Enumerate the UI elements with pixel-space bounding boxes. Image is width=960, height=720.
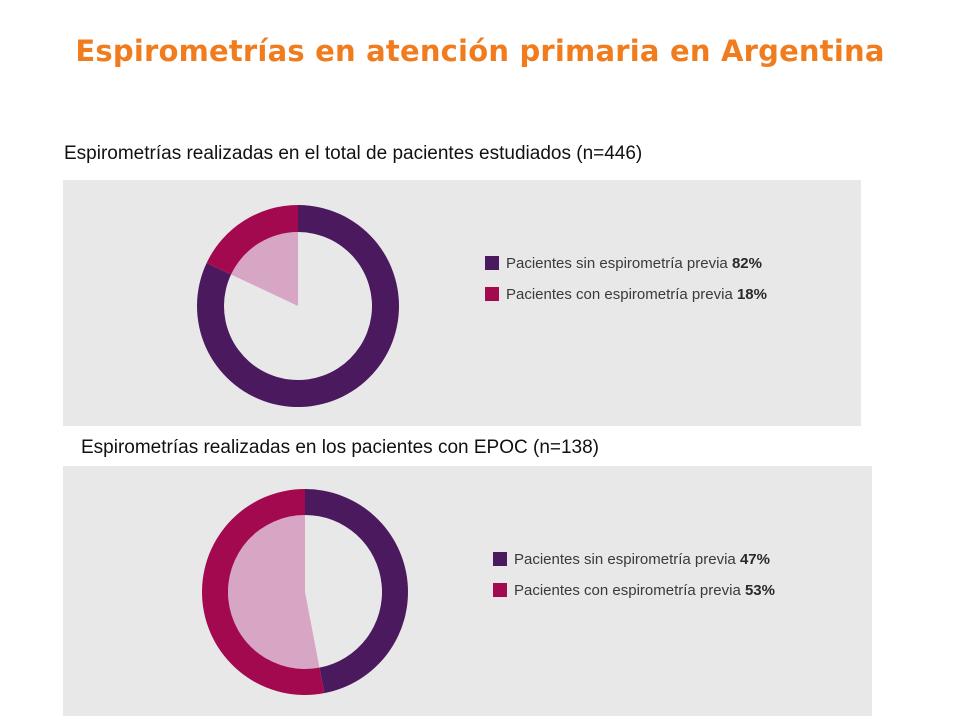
- chart-2-slice-con-inner: [228, 515, 320, 669]
- chart-1-panel: Pacientes sin espirometría previa 82% Pac…: [63, 180, 861, 426]
- chart-2-donut: Pacientes sin espirometría previa 47% Pac…: [201, 489, 775, 695]
- chart-2-legend-label-1: Pacientes sin espirometría previa 47%: [514, 551, 770, 568]
- chart-2-slice-con: [201, 489, 325, 695]
- chart-1-legend-label-1: Pacientes sin espirometría previa 82%: [506, 255, 762, 272]
- chart-2-slice-sin: [305, 489, 408, 694]
- chart-2-panel: Pacientes sin espirometría previa 47% Pac…: [63, 466, 872, 716]
- page-title: Espirometrías en atención primaria en Ar…: [75, 34, 885, 68]
- chart-2-subtitle: Espirometrías realizadas en los paciente…: [81, 437, 600, 458]
- chart-1-legend-swatch-2: [485, 287, 499, 301]
- chart-2-legend-label-2: Pacientes con espirometría previa 53%: [514, 582, 775, 599]
- chart-2-legend-swatch-2: [493, 583, 507, 597]
- chart-1-slice-con-inner: [231, 232, 298, 306]
- chart-1-subtitle: Espirometrías realizadas en el total de …: [64, 143, 643, 164]
- chart-1-legend-label-2: Pacientes con espirometría previa 18%: [506, 286, 767, 303]
- chart-1-legend-swatch-1: [485, 256, 499, 270]
- chart-2-legend-swatch-1: [493, 552, 507, 566]
- chart-1-slice-con: [206, 205, 298, 275]
- chart-1-donut: Pacientes sin espirometría previa 82% Pac…: [197, 205, 767, 407]
